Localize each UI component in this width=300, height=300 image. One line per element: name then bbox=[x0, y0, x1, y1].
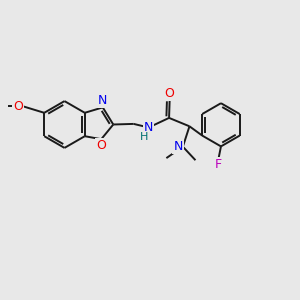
Text: O: O bbox=[13, 100, 22, 113]
Text: O: O bbox=[96, 139, 106, 152]
Text: F: F bbox=[215, 158, 222, 171]
Text: N: N bbox=[144, 121, 153, 134]
Text: O: O bbox=[165, 87, 175, 100]
Text: H: H bbox=[140, 131, 148, 142]
Text: N: N bbox=[173, 140, 183, 153]
Text: N: N bbox=[98, 94, 107, 107]
